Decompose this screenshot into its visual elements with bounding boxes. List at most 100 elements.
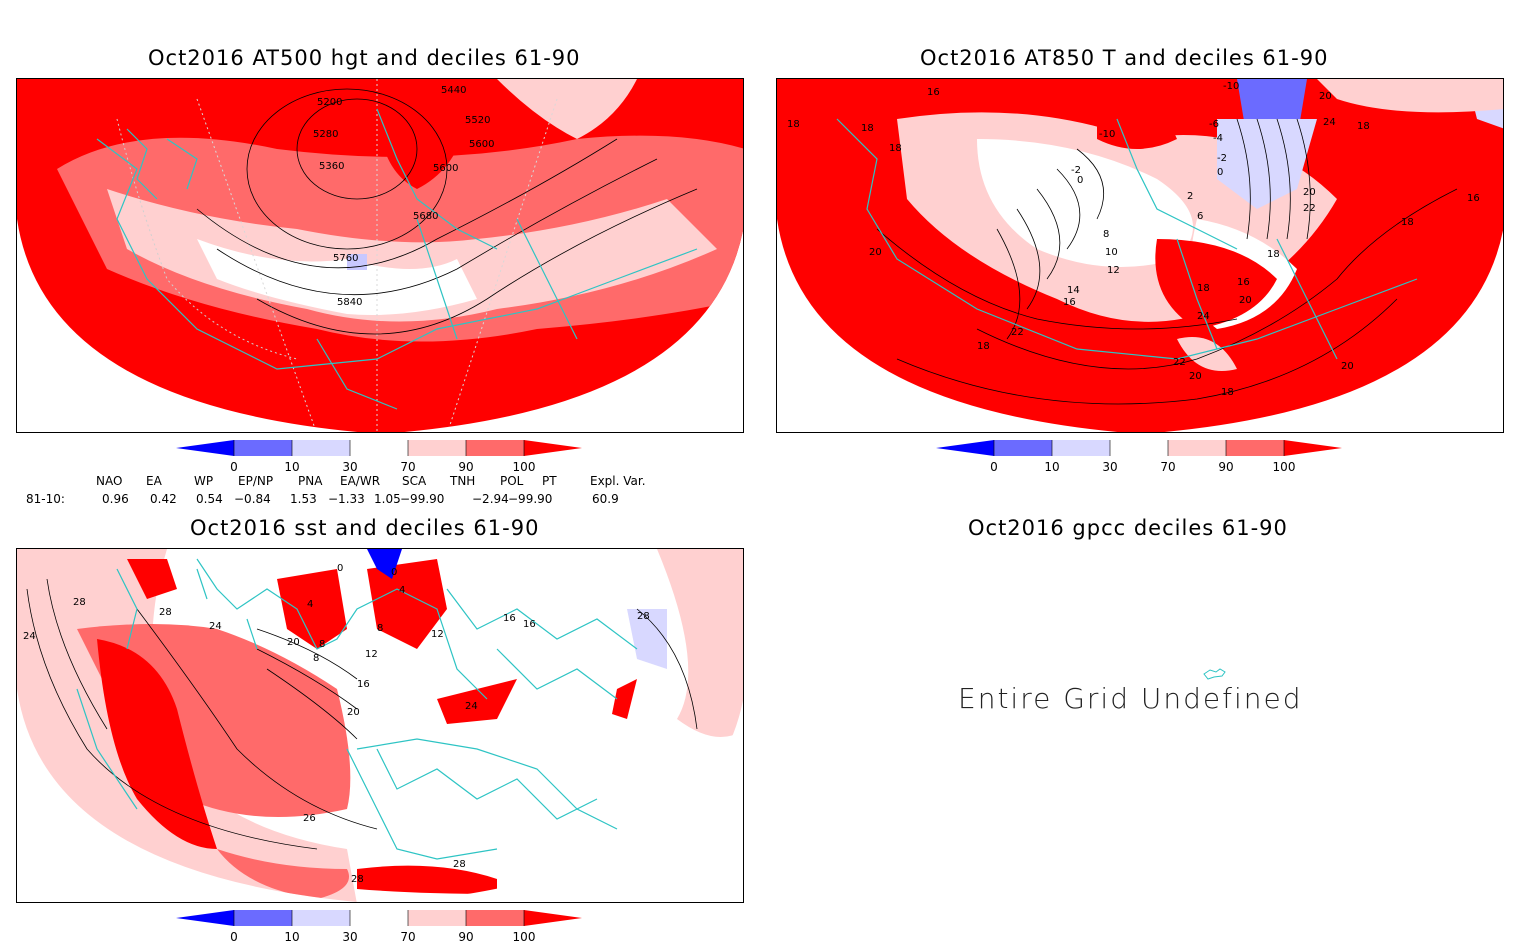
colorbar-bin xyxy=(234,910,292,926)
index-header: WP xyxy=(194,474,214,488)
contour-label: 22 xyxy=(1011,327,1024,338)
map-at850: 16 18 18 20 -10 -10 -6 -4 -2 -2 0 0 2 6 … xyxy=(776,78,1504,433)
panel-title-gpcc: Oct2016 gpcc deciles 61-90 xyxy=(968,516,1288,540)
index-value: 1.53 xyxy=(290,492,317,506)
index-header: EA/WR xyxy=(340,474,381,488)
contour-label: 8 xyxy=(377,623,383,634)
contour-label: 22 xyxy=(1303,203,1316,214)
colorbar-bin xyxy=(994,440,1052,456)
colorbar-tick: 90 xyxy=(458,460,474,474)
contour-label: 16 xyxy=(1467,193,1480,204)
contour-label: 20 xyxy=(869,247,882,258)
index-value: 60.9 xyxy=(592,492,619,506)
island-outline xyxy=(1203,668,1226,680)
colorbar-tick: 70 xyxy=(400,460,416,474)
index-header: TNH xyxy=(450,474,476,488)
contour-label: 24 xyxy=(1323,117,1336,128)
colorbar-bin xyxy=(524,910,582,926)
colorbar-tick: 0 xyxy=(990,460,998,474)
contour-label: 18 xyxy=(1357,121,1370,132)
contour-label: 28 xyxy=(73,597,86,608)
colorbar-tick: 10 xyxy=(1044,460,1060,474)
contour-label: 18 xyxy=(1221,387,1234,398)
colorbar-tick: 30 xyxy=(342,460,358,474)
index-value: 1.05 xyxy=(374,492,401,506)
colorbar-bin xyxy=(176,910,234,926)
contour-label: -10 xyxy=(1099,129,1115,140)
contour-label: 18 xyxy=(787,119,800,130)
contour-label: 16 xyxy=(503,613,516,624)
index-header: PT xyxy=(542,474,557,488)
contour-label: 4 xyxy=(399,585,405,596)
index-value: −1.33 xyxy=(328,492,365,506)
contour-label: 0 xyxy=(1217,167,1223,178)
contour-label: 28 xyxy=(159,607,172,618)
panel-title-at850: Oct2016 AT850 T and deciles 61-90 xyxy=(920,46,1329,70)
colorbar-tick: 0 xyxy=(230,930,238,944)
contour-label: 5280 xyxy=(313,129,338,140)
colorbar-at500: 0 10 30 70 90 100 xyxy=(176,440,596,480)
colorbar-bin xyxy=(350,440,408,456)
contour-label: 18 xyxy=(889,143,902,154)
index-header: POL xyxy=(500,474,524,488)
colorbar-bin xyxy=(936,440,994,456)
index-header: EP/NP xyxy=(238,474,274,488)
index-header: Expl. Var. xyxy=(590,474,646,488)
contour-label: 20 xyxy=(1189,371,1202,382)
index-value: −2.94 xyxy=(472,492,509,506)
colorbar-bin xyxy=(1052,440,1110,456)
contour-label: 28 xyxy=(351,874,364,885)
contour-label: 28 xyxy=(637,611,650,622)
contour-label: 0 xyxy=(1077,175,1083,186)
index-value: 0.96 xyxy=(102,492,129,506)
map-at500: 5200 5280 5360 5440 5520 5600 5600 5680 … xyxy=(16,78,744,433)
contour-label: 12 xyxy=(431,629,444,640)
colorbar-tick: 90 xyxy=(458,930,474,944)
contour-label: 5840 xyxy=(337,297,362,308)
contour-label: 5200 xyxy=(317,97,342,108)
contour-label: 26 xyxy=(303,813,316,824)
contour-label: 8 xyxy=(1103,229,1109,240)
panel-title-at500: Oct2016 AT500 hgt and deciles 61-90 xyxy=(148,46,581,70)
contour-label: 28 xyxy=(453,859,466,870)
index-value: 0.42 xyxy=(150,492,177,506)
colorbar-tick: 30 xyxy=(1102,460,1118,474)
contour-label: 16 xyxy=(1063,297,1076,308)
contour-label: 20 xyxy=(1341,361,1354,372)
contour-label: 22 xyxy=(1173,357,1186,368)
colorbar-bin xyxy=(1284,440,1342,456)
contour-label: 5600 xyxy=(433,163,458,174)
contour-label: 20 xyxy=(1319,91,1332,102)
colorbar-bin xyxy=(234,440,292,456)
contour-label: 24 xyxy=(209,621,222,632)
index-value: −99.90 xyxy=(508,492,553,506)
colorbar-bin xyxy=(292,910,350,926)
contour-label: 4 xyxy=(307,599,313,610)
map-sst: 28 24 28 24 0 0 4 4 8 8 8 12 12 16 16 20… xyxy=(16,548,744,903)
colorbar-tick: 70 xyxy=(400,930,416,944)
contour-label: 18 xyxy=(861,123,874,134)
contour-label: 5520 xyxy=(465,115,490,126)
contour-label: 0 xyxy=(337,563,343,574)
contour-label: 8 xyxy=(313,653,319,664)
contour-label: 12 xyxy=(1107,265,1120,276)
contour-label: 12 xyxy=(365,649,378,660)
index-value: −0.84 xyxy=(234,492,271,506)
contour-label: 18 xyxy=(1267,249,1280,260)
colorbar-bin xyxy=(408,440,466,456)
index-header: SCA xyxy=(402,474,427,488)
colorbar-at850: 0 10 30 70 90 100 xyxy=(936,440,1356,480)
contour-label: 16 xyxy=(357,679,370,690)
contour-label: 16 xyxy=(523,619,536,630)
colorbar-bin xyxy=(466,440,524,456)
undefined-grid-message: Entire Grid Undefined xyxy=(958,682,1303,715)
contour-label: 2 xyxy=(1187,191,1193,202)
contour-label: 6 xyxy=(1197,211,1203,222)
contour-label: 5360 xyxy=(319,161,344,172)
contour-label: 18 xyxy=(977,341,990,352)
colorbar-bin xyxy=(1226,440,1284,456)
contour-label: 0 xyxy=(391,567,397,578)
contour-label: -2 xyxy=(1071,165,1081,176)
contour-label: 14 xyxy=(1067,285,1080,296)
colorbar-bin xyxy=(408,910,466,926)
